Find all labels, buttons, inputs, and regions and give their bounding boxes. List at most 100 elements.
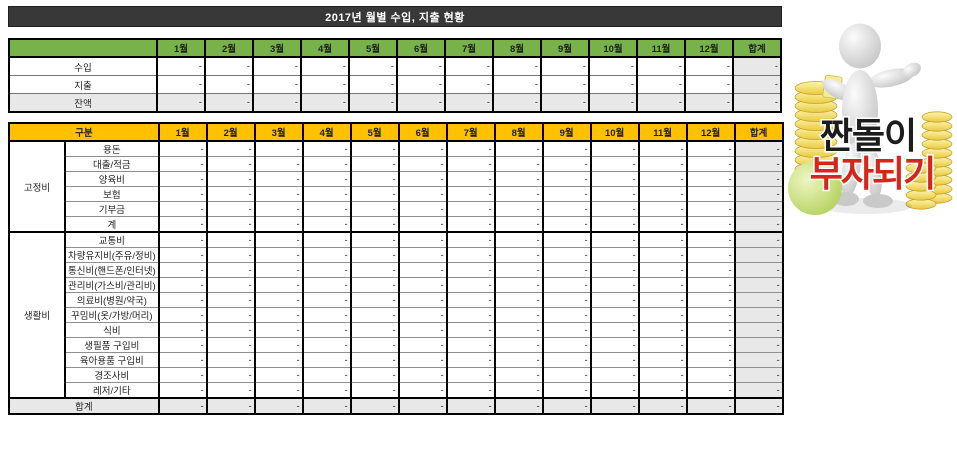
value-cell[interactable]: - <box>589 277 640 293</box>
value-cell[interactable]: - <box>685 140 736 157</box>
value-cell[interactable]: - <box>637 171 688 187</box>
value-cell[interactable]: - <box>589 156 640 172</box>
value-cell[interactable]: - <box>397 231 448 248</box>
value-cell[interactable]: - <box>445 156 496 172</box>
value-cell[interactable]: - <box>637 231 688 248</box>
value-cell[interactable]: - <box>253 156 304 172</box>
value-cell[interactable]: - <box>492 93 542 113</box>
value-cell[interactable]: - <box>301 171 352 187</box>
value-cell[interactable]: - <box>685 277 736 293</box>
value-cell[interactable]: - <box>397 292 448 308</box>
value-cell[interactable]: - <box>636 93 686 113</box>
value-cell[interactable]: - <box>685 322 736 338</box>
value-cell[interactable]: - <box>301 382 352 399</box>
value-cell[interactable]: - <box>301 231 352 248</box>
value-cell[interactable]: - <box>205 156 256 172</box>
value-cell[interactable]: - <box>349 322 400 338</box>
value-cell[interactable]: - <box>637 277 688 293</box>
value-cell[interactable]: - <box>301 201 352 217</box>
value-cell[interactable]: - <box>397 156 448 172</box>
value-cell[interactable]: - <box>205 201 256 217</box>
value-cell[interactable]: - <box>397 337 448 353</box>
value-cell[interactable]: - <box>157 367 208 383</box>
value-cell[interactable]: - <box>205 262 256 278</box>
value-cell[interactable]: - <box>685 171 736 187</box>
value-cell[interactable]: - <box>301 277 352 293</box>
value-cell[interactable]: - <box>589 352 640 368</box>
value-cell[interactable]: - <box>445 201 496 217</box>
value-cell[interactable]: - <box>541 140 592 157</box>
value-cell[interactable]: - <box>589 397 640 415</box>
value-cell[interactable]: - <box>637 322 688 338</box>
total-value-cell[interactable]: - <box>733 216 784 233</box>
value-cell[interactable]: - <box>300 93 350 113</box>
total-value-cell[interactable]: - <box>733 367 784 383</box>
value-cell[interactable]: - <box>397 397 448 415</box>
value-cell[interactable]: - <box>205 140 256 157</box>
total-value-cell[interactable]: - <box>732 75 782 94</box>
value-cell[interactable]: - <box>205 307 256 323</box>
value-cell[interactable]: - <box>301 352 352 368</box>
value-cell[interactable]: - <box>300 75 350 94</box>
value-cell[interactable]: - <box>493 307 544 323</box>
value-cell[interactable]: - <box>637 292 688 308</box>
total-value-cell[interactable]: - <box>733 307 784 323</box>
value-cell[interactable]: - <box>589 231 640 248</box>
value-cell[interactable]: - <box>301 262 352 278</box>
value-cell[interactable]: - <box>349 367 400 383</box>
value-cell[interactable]: - <box>589 337 640 353</box>
value-cell[interactable]: - <box>157 292 208 308</box>
value-cell[interactable]: - <box>540 75 590 94</box>
value-cell[interactable]: - <box>445 140 496 157</box>
value-cell[interactable]: - <box>397 247 448 263</box>
value-cell[interactable]: - <box>349 397 400 415</box>
value-cell[interactable]: - <box>156 56 206 76</box>
value-cell[interactable]: - <box>685 186 736 202</box>
value-cell[interactable]: - <box>541 322 592 338</box>
value-cell[interactable]: - <box>301 156 352 172</box>
value-cell[interactable]: - <box>253 397 304 415</box>
value-cell[interactable]: - <box>541 292 592 308</box>
value-cell[interactable]: - <box>397 307 448 323</box>
value-cell[interactable]: - <box>204 93 254 113</box>
value-cell[interactable]: - <box>588 93 638 113</box>
value-cell[interactable]: - <box>493 201 544 217</box>
total-value-cell[interactable]: - <box>733 231 784 248</box>
total-value-cell[interactable]: - <box>733 292 784 308</box>
value-cell[interactable]: - <box>253 186 304 202</box>
value-cell[interactable]: - <box>445 292 496 308</box>
value-cell[interactable]: - <box>444 56 494 76</box>
value-cell[interactable]: - <box>541 247 592 263</box>
value-cell[interactable]: - <box>493 337 544 353</box>
value-cell[interactable]: - <box>397 140 448 157</box>
value-cell[interactable]: - <box>349 231 400 248</box>
value-cell[interactable]: - <box>685 337 736 353</box>
value-cell[interactable]: - <box>301 367 352 383</box>
value-cell[interactable]: - <box>253 216 304 233</box>
value-cell[interactable]: - <box>589 216 640 233</box>
total-value-cell[interactable]: - <box>733 156 784 172</box>
value-cell[interactable]: - <box>205 382 256 399</box>
value-cell[interactable]: - <box>157 382 208 399</box>
value-cell[interactable]: - <box>396 56 446 76</box>
value-cell[interactable]: - <box>445 231 496 248</box>
total-value-cell[interactable]: - <box>733 140 784 157</box>
value-cell[interactable]: - <box>349 292 400 308</box>
value-cell[interactable]: - <box>637 156 688 172</box>
value-cell[interactable]: - <box>637 140 688 157</box>
value-cell[interactable]: - <box>685 382 736 399</box>
value-cell[interactable]: - <box>301 186 352 202</box>
value-cell[interactable]: - <box>397 367 448 383</box>
value-cell[interactable]: - <box>157 140 208 157</box>
value-cell[interactable]: - <box>205 277 256 293</box>
value-cell[interactable]: - <box>589 367 640 383</box>
value-cell[interactable]: - <box>493 277 544 293</box>
value-cell[interactable]: - <box>637 262 688 278</box>
value-cell[interactable]: - <box>397 186 448 202</box>
value-cell[interactable]: - <box>493 397 544 415</box>
value-cell[interactable]: - <box>493 216 544 233</box>
value-cell[interactable]: - <box>348 75 398 94</box>
value-cell[interactable]: - <box>157 337 208 353</box>
value-cell[interactable]: - <box>541 352 592 368</box>
value-cell[interactable]: - <box>349 171 400 187</box>
